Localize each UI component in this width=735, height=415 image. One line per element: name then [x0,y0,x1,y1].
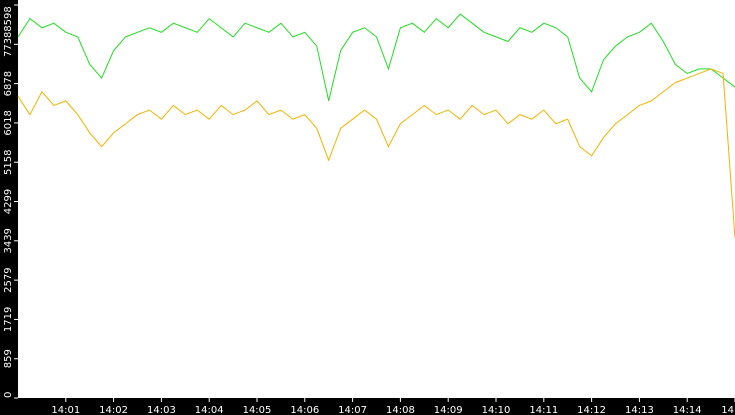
y-tick-label: 1719 [3,307,14,332]
x-tick-label: 14:14 [673,405,702,415]
y-tick-label: 5158 [3,150,14,175]
x-tick-label: 14:02 [99,405,128,415]
x-tick-label: 14:03 [147,405,176,415]
y-tick-label: 8598 [3,6,14,31]
x-tick-label: 14:07 [338,405,367,415]
series-line [17,68,735,239]
y-tick-label: 3439 [3,228,14,253]
y-tick-label: 4299 [3,189,14,214]
x-tick-label: 14:08 [386,405,415,415]
y-tick-label: 6018 [3,110,14,135]
x-tick-label: 14 [721,405,734,415]
x-tick-label: 14:11 [529,405,558,415]
x-tick-label: 14:09 [434,405,463,415]
y-tick-label: 859 [3,349,14,368]
x-tick-label: 14:05 [243,405,272,415]
y-tick-label: 6878 [3,71,14,96]
series-line [17,13,735,102]
y-tick-label: 0 [3,392,14,398]
y-tick-label: 7738 [3,32,14,57]
plot-area [18,0,735,398]
x-tick-label: 14:06 [290,405,319,415]
x-tick-label: 14:01 [51,405,80,415]
y-tick-label: 2579 [3,267,14,292]
x-tick-label: 14:12 [577,405,606,415]
x-tick-label: 14:10 [482,405,511,415]
x-tick-label: 14:13 [625,405,654,415]
x-tick-label: 14:04 [195,405,224,415]
